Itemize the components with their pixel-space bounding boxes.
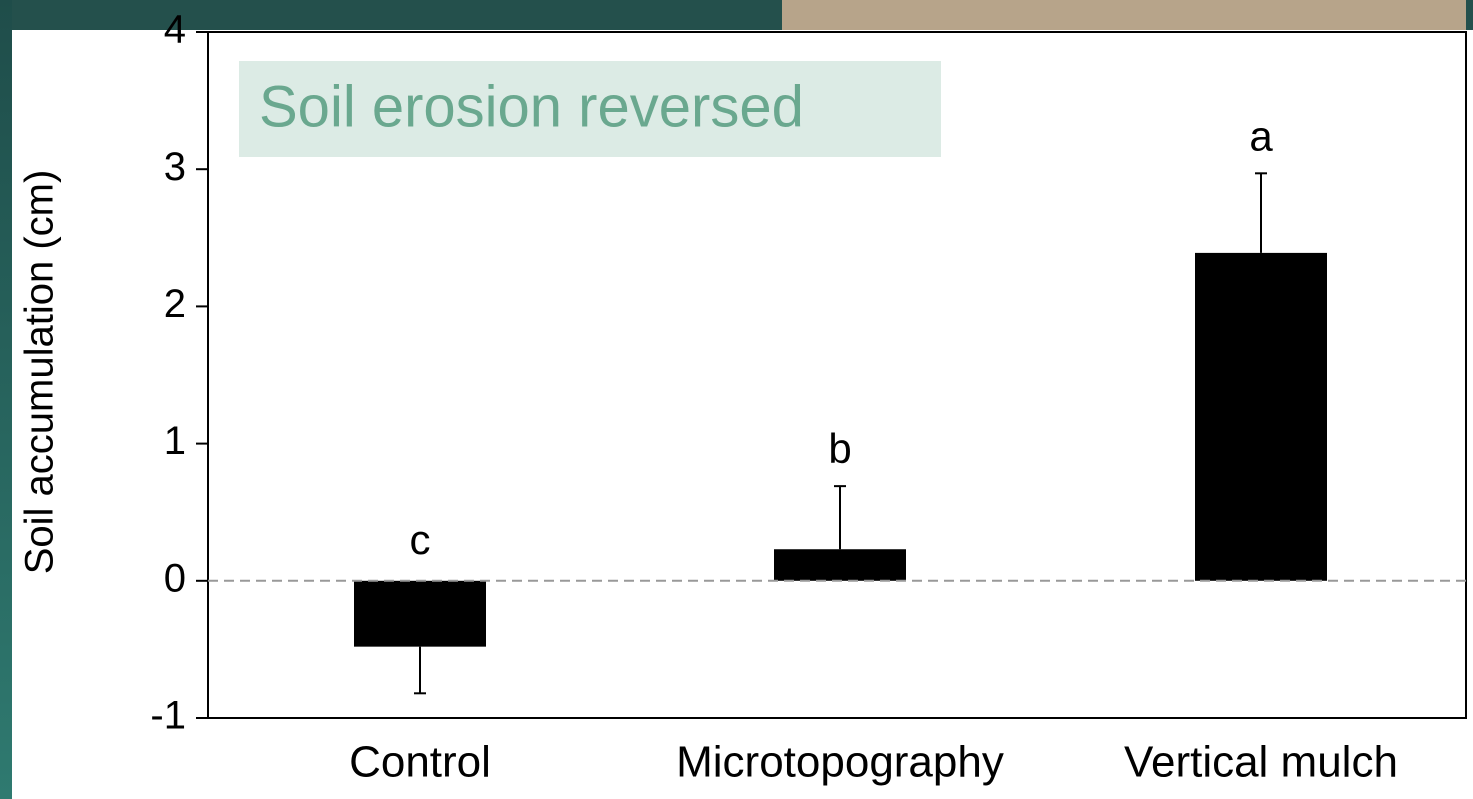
x-tick-label: Control: [349, 738, 491, 787]
y-tick-label: 1: [164, 419, 186, 463]
y-tick-label: 2: [164, 282, 186, 326]
bar: [774, 549, 906, 581]
significance-label: a: [1249, 112, 1273, 159]
y-tick-label: 0: [164, 556, 186, 600]
bar: [1195, 252, 1327, 581]
y-axis-label: Soil accumulation (cm): [18, 170, 62, 575]
y-tick-label: -1: [150, 694, 186, 738]
side-band: [0, 0, 12, 799]
chart-title: Soil erosion reversed: [259, 74, 804, 139]
photo: [782, 0, 1466, 30]
x-tick-label: Vertical mulch: [1124, 738, 1398, 787]
significance-label: c: [410, 516, 431, 563]
bar: [354, 580, 486, 647]
title-box: [239, 61, 941, 157]
significance-label: b: [828, 425, 851, 472]
x-tick-label: Microtopography: [676, 738, 1004, 787]
y-tick-label: 4: [164, 8, 186, 52]
y-tick-label: 3: [164, 145, 186, 189]
